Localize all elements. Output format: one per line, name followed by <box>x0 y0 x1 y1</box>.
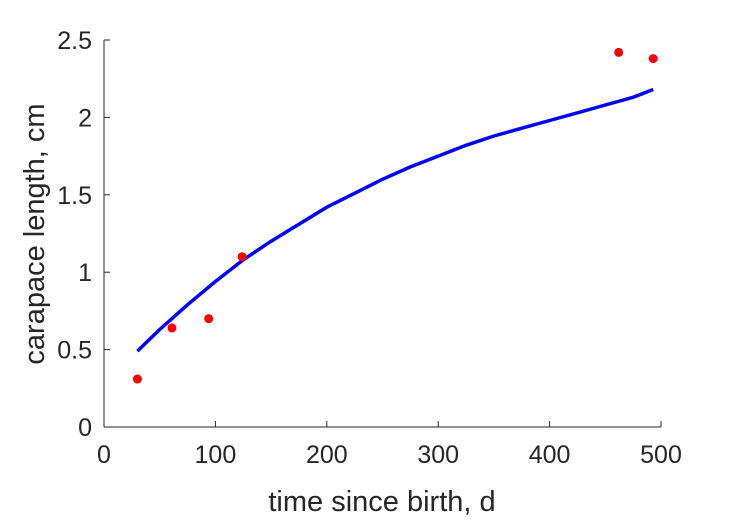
plot-series <box>132 47 658 384</box>
data-point <box>132 374 142 384</box>
data-point <box>614 47 624 57</box>
data-point <box>204 314 214 324</box>
axes <box>103 40 661 428</box>
y-tick-label: 1 <box>78 259 92 287</box>
y-tick-label: 0 <box>78 414 92 442</box>
x-tick-label: 0 <box>97 441 111 469</box>
x-tick-label: 200 <box>306 441 348 469</box>
y-tick-label: 2 <box>78 104 92 132</box>
x-tick-label: 100 <box>195 441 237 469</box>
x-axis-label: time since birth, d <box>268 486 495 518</box>
y-axis-label: carapace length, cm <box>19 103 51 364</box>
data-point <box>648 54 658 64</box>
x-tick-label: 300 <box>417 441 459 469</box>
y-tick-label: 2.5 <box>57 27 92 55</box>
y-tick-label: 1.5 <box>57 182 92 210</box>
x-tick-label: 400 <box>529 441 571 469</box>
fit-curve <box>136 87 654 353</box>
y-ticks: 0 0.5 1 1.5 2 2.5 <box>57 27 110 442</box>
y-tick-label: 0.5 <box>57 337 92 365</box>
x-ticks: 0 100 200 300 400 500 <box>97 421 682 469</box>
x-tick-label: 500 <box>640 441 682 469</box>
data-point <box>167 323 177 333</box>
data-point <box>237 252 247 262</box>
